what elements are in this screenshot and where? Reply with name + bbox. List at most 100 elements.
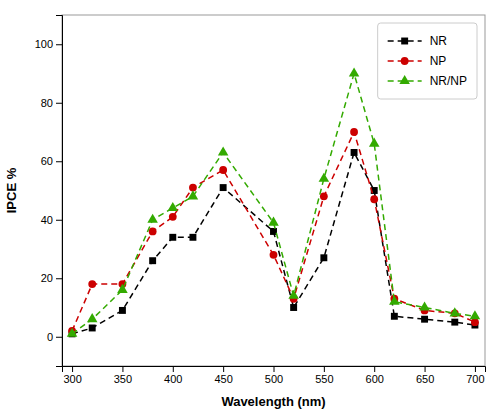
plot-frame <box>62 15 485 366</box>
tick-mark <box>56 103 62 104</box>
tick: 650 <box>416 366 434 385</box>
point <box>270 251 278 259</box>
plot: 300 350 400 450 500 550 600 650 700 0 20 40 60 80 100 N… <box>35 15 486 385</box>
x-axis-title: Wavelength (nm) <box>221 394 325 409</box>
tick-mark <box>122 366 123 372</box>
point <box>419 301 430 310</box>
legend-marker <box>401 38 408 45</box>
tick: 500 <box>265 366 283 385</box>
tick-label: 350 <box>114 373 132 385</box>
tick-mark <box>56 161 62 162</box>
tick-label: 700 <box>466 373 484 385</box>
tick: 550 <box>315 366 333 385</box>
marks <box>67 67 480 337</box>
point <box>189 234 196 241</box>
point <box>168 202 179 211</box>
point <box>470 310 481 319</box>
point <box>351 149 358 156</box>
tick-label: 600 <box>366 373 384 385</box>
point <box>169 234 176 241</box>
legend-item: NR/NP <box>388 74 467 88</box>
point <box>349 67 360 76</box>
tick: 40 <box>41 214 62 226</box>
legend-box <box>378 23 477 99</box>
series-line <box>72 74 475 334</box>
tick-mark <box>72 366 73 372</box>
tick-mark <box>56 220 62 221</box>
point <box>391 313 398 320</box>
tick-mark <box>374 366 375 372</box>
tick-label: 550 <box>315 373 333 385</box>
tick-mark <box>223 366 224 372</box>
point <box>421 316 428 323</box>
series-line <box>72 132 475 331</box>
tick-label: 20 <box>41 272 53 284</box>
point <box>350 128 358 136</box>
legend: NR NP NR/NP <box>378 23 477 99</box>
tick: 350 <box>114 366 132 385</box>
tick: 80 <box>41 97 62 109</box>
point <box>320 192 328 200</box>
tick-mark <box>475 366 476 372</box>
point <box>67 328 78 337</box>
tick-mark <box>56 278 62 279</box>
point <box>451 319 458 326</box>
point <box>188 190 199 199</box>
point <box>169 213 177 221</box>
tick-mark <box>324 366 325 372</box>
tick-label: 80 <box>41 97 53 109</box>
x-axis: 300 350 400 450 500 550 600 650 700 <box>63 366 486 385</box>
point <box>219 166 227 174</box>
point <box>319 173 330 182</box>
point <box>369 138 380 147</box>
axis-line <box>56 16 63 367</box>
tick-label: 300 <box>63 373 81 385</box>
tick-label: 40 <box>41 214 53 226</box>
point <box>147 214 158 223</box>
tick-mark <box>56 44 62 45</box>
point <box>218 146 229 155</box>
legend-marker <box>399 75 410 84</box>
point <box>149 257 156 264</box>
tick-label: 0 <box>47 331 53 343</box>
point <box>89 325 96 332</box>
point <box>119 307 126 314</box>
legend-marker <box>401 57 409 65</box>
tick-label: 400 <box>164 373 182 385</box>
point <box>389 296 400 305</box>
tick: 20 <box>41 272 62 284</box>
chart: 300 350 400 450 500 550 600 650 700 0 20 40 60 80 100 N… <box>0 0 500 418</box>
point <box>149 228 157 236</box>
tick: 600 <box>366 366 384 385</box>
tick-label: 60 <box>41 155 53 167</box>
tick: 700 <box>466 366 484 385</box>
tick-mark <box>56 337 62 338</box>
tick: 60 <box>41 155 62 167</box>
point <box>370 195 378 203</box>
point <box>117 284 128 293</box>
tick: 300 <box>63 366 81 385</box>
tick-label: 450 <box>214 373 232 385</box>
legend-label: NR <box>430 34 448 48</box>
axis-line <box>63 367 486 373</box>
tick: 0 <box>47 331 62 343</box>
point <box>320 254 327 261</box>
point <box>268 217 279 226</box>
tick-mark <box>425 366 426 372</box>
tick-label: 100 <box>35 38 53 50</box>
tick-mark <box>173 366 174 372</box>
point <box>450 307 461 316</box>
y-axis-title: IPCE % <box>4 167 19 213</box>
tick: 400 <box>164 366 182 385</box>
point <box>288 290 299 299</box>
tick-label: 650 <box>416 373 434 385</box>
legend-item: NR <box>388 34 448 48</box>
point <box>88 280 96 288</box>
point <box>471 318 479 326</box>
legend-label: NP <box>430 54 447 68</box>
point <box>220 184 227 191</box>
legend-label: NR/NP <box>430 74 467 88</box>
tick-mark <box>274 366 275 372</box>
point <box>87 313 98 322</box>
tick-label: 500 <box>265 373 283 385</box>
